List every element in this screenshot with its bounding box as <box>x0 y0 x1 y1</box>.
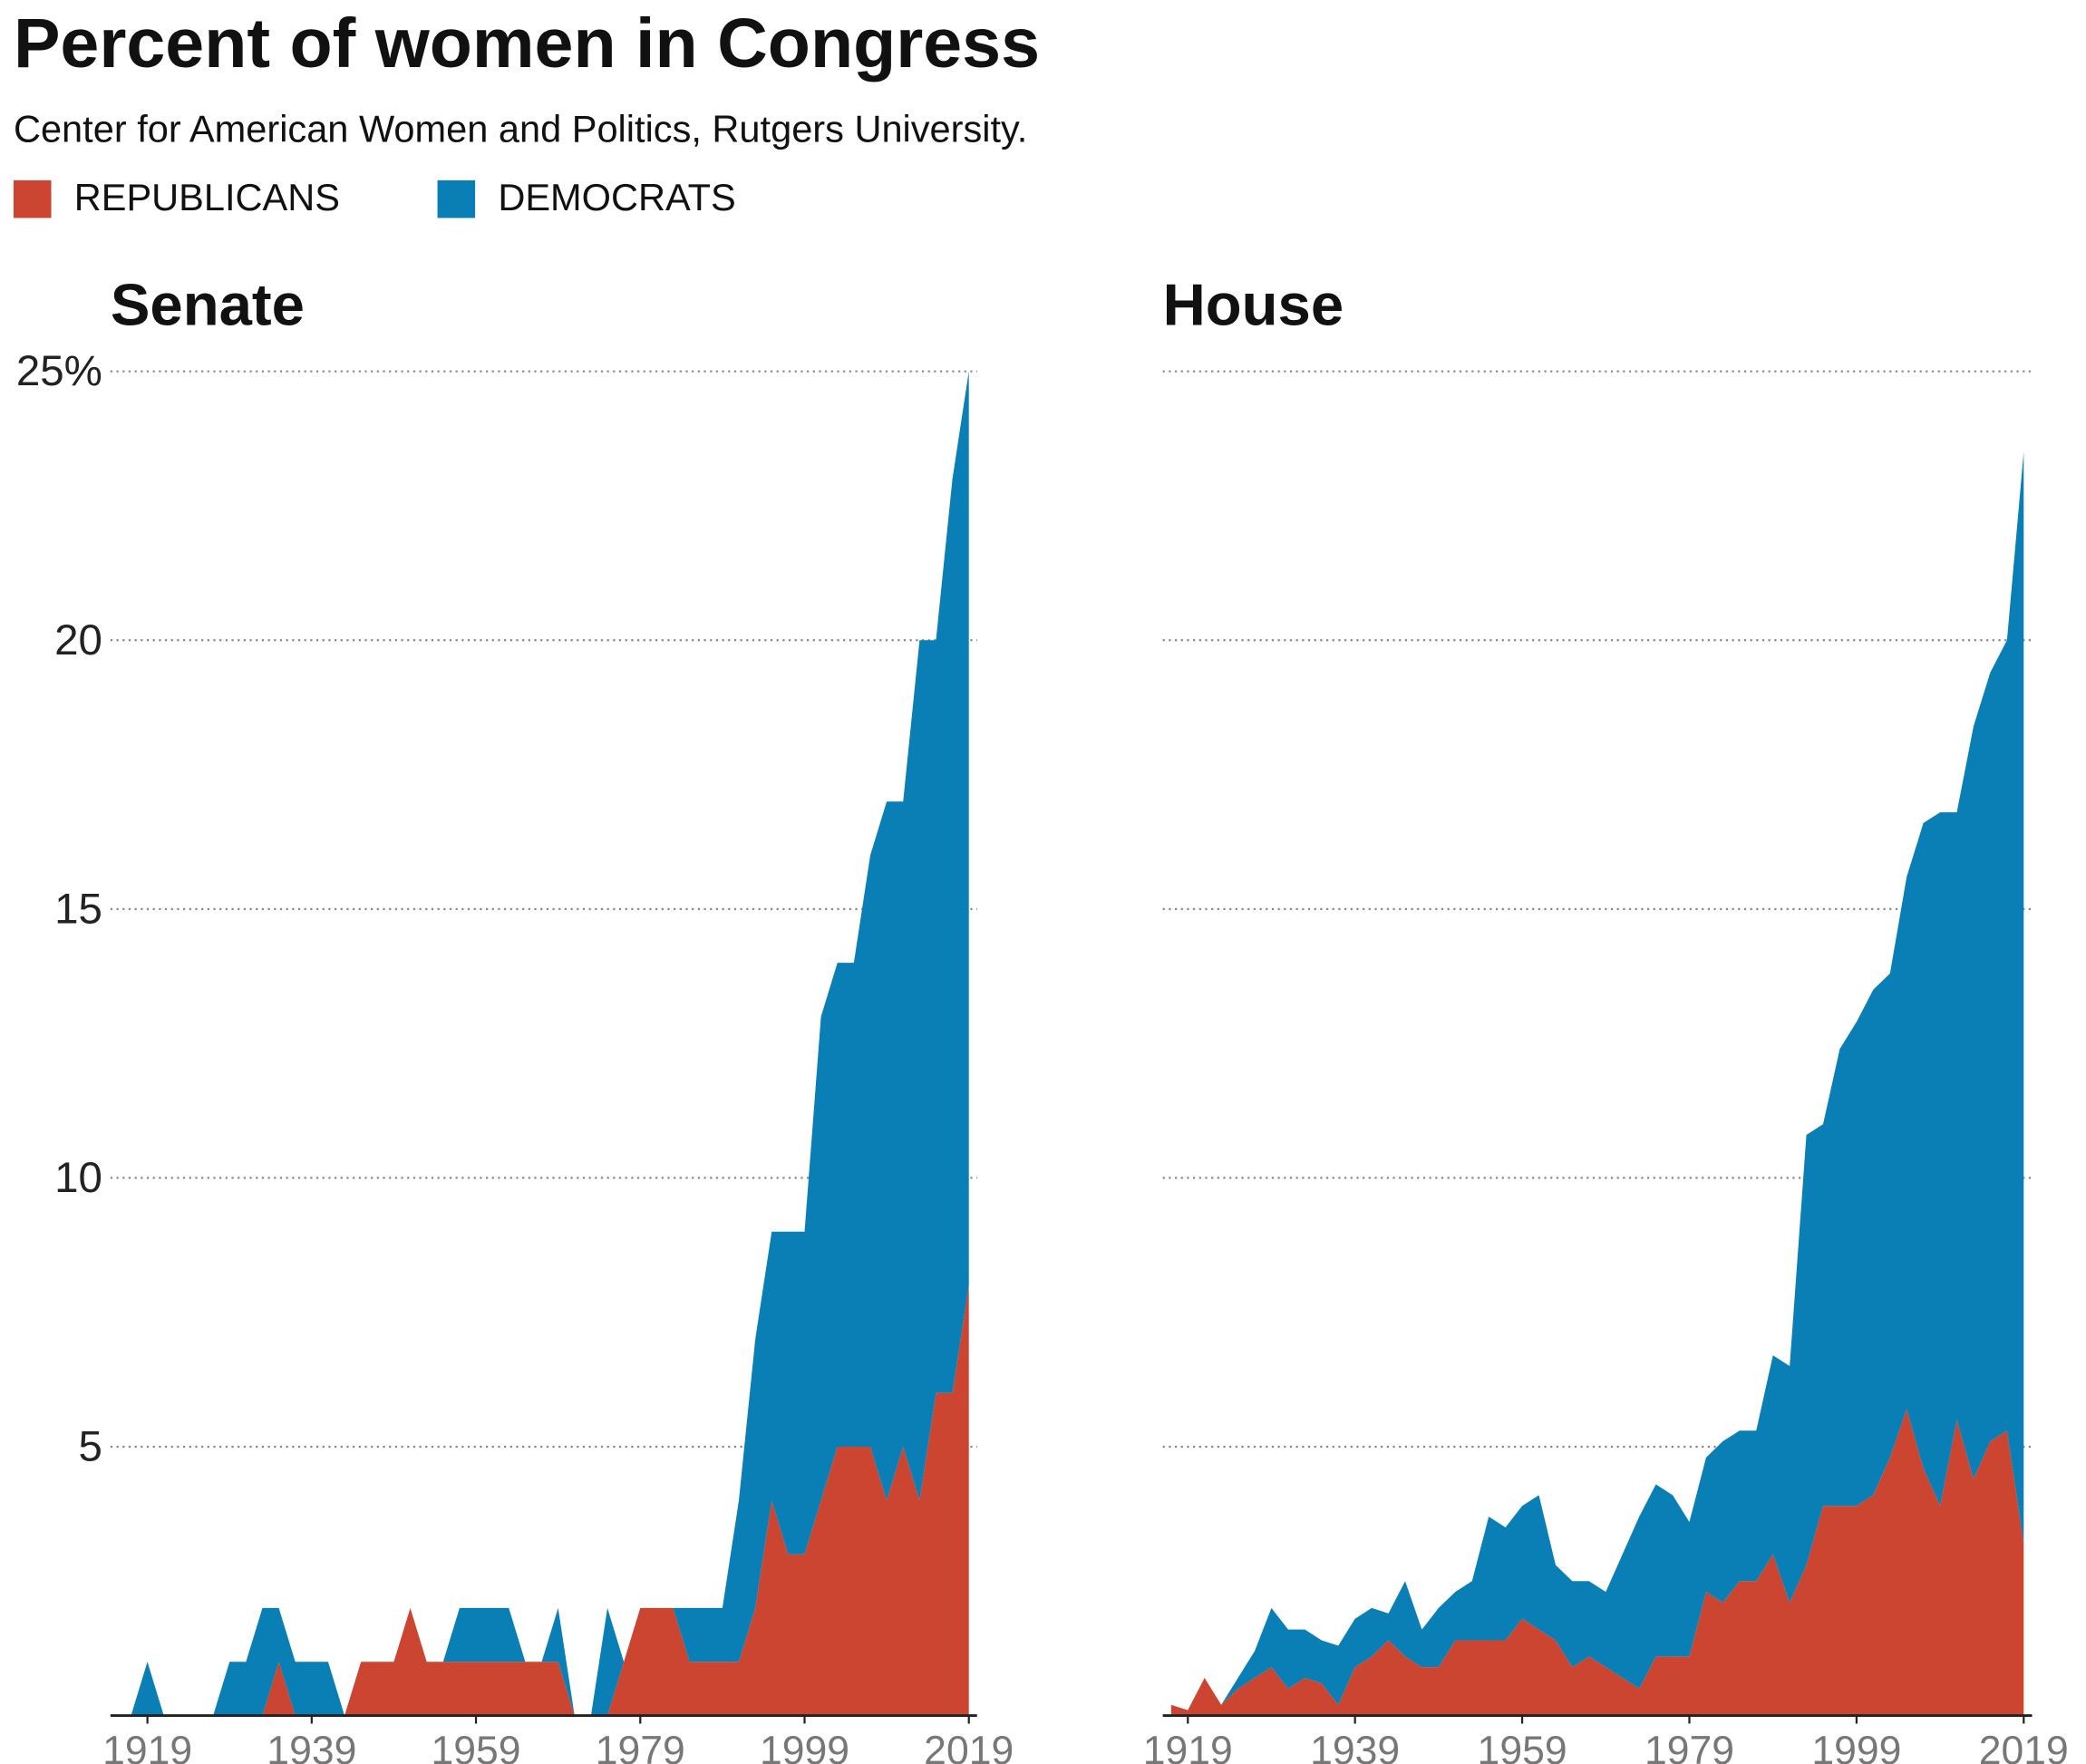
legend-swatch <box>13 179 52 218</box>
chart-title: Percent of women in Congress <box>14 5 1040 82</box>
y-tick-label: 10 <box>54 1154 102 1202</box>
x-tick-label: 1999 <box>760 1729 849 1764</box>
x-tick-label: 1919 <box>1143 1729 1233 1764</box>
y-tick-label: 5 <box>79 1423 102 1471</box>
x-tick-label: 1939 <box>267 1729 356 1764</box>
legend-label: REPUBLICANS <box>74 176 340 218</box>
chart-subtitle: Center for American Women and Politics, … <box>14 107 1027 150</box>
area <box>1170 1409 2024 1716</box>
x-tick-label: 1919 <box>102 1729 192 1764</box>
area <box>131 371 969 1716</box>
x-tick-label: 1979 <box>1645 1729 1734 1764</box>
x-tick-label: 1959 <box>432 1729 521 1764</box>
area <box>1170 451 2024 1711</box>
x-tick-label: 1999 <box>1811 1729 1901 1764</box>
panel-title: House <box>1163 272 1344 338</box>
y-tick-label: 25% <box>16 347 102 395</box>
area <box>131 1285 969 1716</box>
y-tick-label: 15 <box>54 885 102 933</box>
legend-label: DEMOCRATS <box>498 176 735 218</box>
y-tick-label: 20 <box>54 616 102 664</box>
x-tick-label: 1979 <box>596 1729 685 1764</box>
x-tick-label: 1959 <box>1478 1729 1567 1764</box>
x-tick-label: 2019 <box>1979 1729 2069 1764</box>
legend-swatch <box>437 179 476 218</box>
x-tick-label: 1939 <box>1310 1729 1400 1764</box>
panel-title: Senate <box>111 272 305 338</box>
x-tick-label: 2019 <box>924 1729 1014 1764</box>
